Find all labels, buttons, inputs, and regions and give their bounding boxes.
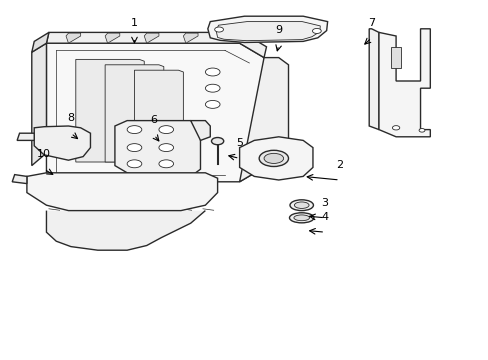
Text: 6: 6 — [150, 115, 157, 125]
Text: 1: 1 — [131, 18, 138, 28]
Ellipse shape — [205, 100, 220, 108]
Ellipse shape — [205, 84, 220, 92]
Text: 8: 8 — [67, 113, 74, 123]
Ellipse shape — [205, 68, 220, 76]
Polygon shape — [190, 121, 210, 140]
Text: 4: 4 — [321, 212, 328, 222]
Ellipse shape — [127, 126, 142, 134]
Polygon shape — [216, 22, 320, 41]
Polygon shape — [144, 33, 159, 43]
Polygon shape — [207, 16, 327, 42]
Polygon shape — [27, 173, 217, 211]
Ellipse shape — [159, 126, 173, 134]
Ellipse shape — [264, 153, 283, 163]
Polygon shape — [76, 59, 144, 164]
Text: 3: 3 — [321, 198, 328, 208]
Ellipse shape — [391, 126, 399, 130]
Ellipse shape — [293, 215, 309, 221]
Ellipse shape — [214, 27, 223, 32]
Polygon shape — [368, 29, 378, 130]
Polygon shape — [46, 211, 205, 250]
Polygon shape — [239, 58, 288, 182]
Ellipse shape — [418, 129, 424, 132]
Polygon shape — [105, 33, 120, 43]
Text: 9: 9 — [275, 25, 282, 35]
Ellipse shape — [312, 28, 321, 33]
Polygon shape — [105, 65, 163, 164]
Ellipse shape — [211, 138, 224, 145]
Polygon shape — [32, 32, 49, 52]
Polygon shape — [183, 33, 198, 43]
Polygon shape — [34, 126, 90, 160]
Polygon shape — [12, 175, 27, 184]
Polygon shape — [32, 43, 46, 166]
Text: 5: 5 — [236, 138, 243, 148]
Ellipse shape — [127, 160, 142, 168]
Ellipse shape — [159, 160, 173, 168]
Ellipse shape — [159, 144, 173, 152]
Polygon shape — [46, 43, 264, 182]
Text: 7: 7 — [367, 18, 374, 28]
Polygon shape — [66, 33, 81, 43]
Ellipse shape — [127, 144, 142, 152]
Polygon shape — [390, 47, 400, 68]
Polygon shape — [239, 137, 312, 180]
Polygon shape — [378, 29, 429, 137]
Text: 10: 10 — [37, 149, 51, 159]
Ellipse shape — [259, 150, 288, 166]
Polygon shape — [46, 32, 266, 58]
Polygon shape — [134, 70, 183, 164]
Polygon shape — [17, 133, 34, 140]
Ellipse shape — [289, 200, 313, 211]
Polygon shape — [115, 121, 200, 176]
Ellipse shape — [294, 202, 308, 208]
Ellipse shape — [289, 213, 313, 223]
Text: 2: 2 — [336, 160, 343, 170]
